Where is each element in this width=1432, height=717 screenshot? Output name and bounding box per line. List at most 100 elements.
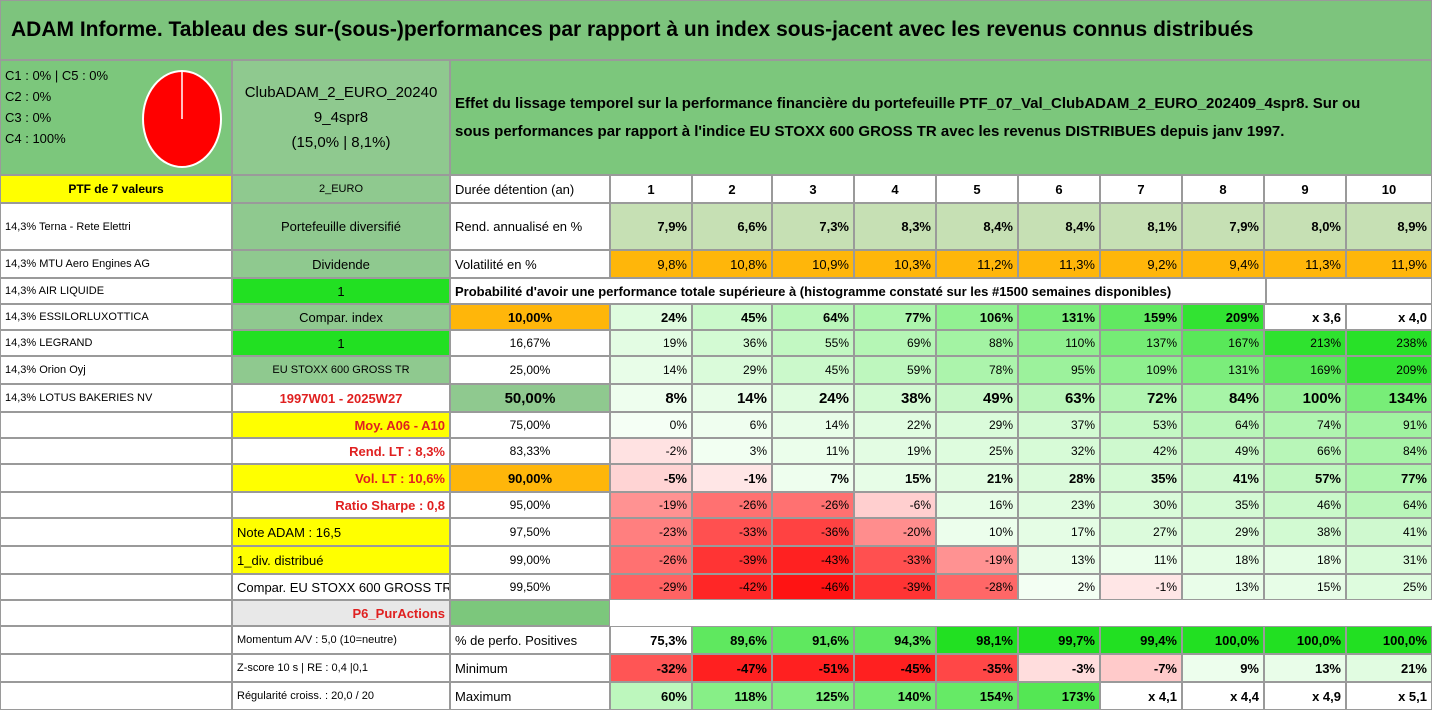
stat-value: -35% [936, 654, 1018, 682]
percentile-value: -1% [1100, 574, 1182, 600]
stat-value: 154% [936, 682, 1018, 710]
percentile-value: 11% [1100, 546, 1182, 574]
stat-value: 9% [1182, 654, 1264, 682]
percentile-value: 13% [1182, 574, 1264, 600]
allocation-pie-chart [142, 70, 222, 168]
percentile-value: 10% [936, 518, 1018, 546]
percentile-value: 37% [1018, 412, 1100, 438]
percentile-value: 19% [610, 330, 692, 356]
rend-value: 8,4% [936, 203, 1018, 250]
stat-value: 91,6% [772, 626, 854, 654]
stat-value: 99,7% [1018, 626, 1100, 654]
holding-row: 14,3% ESSILORLUXOTTICA [0, 304, 232, 330]
percentile-value: 29% [936, 412, 1018, 438]
percentile-label: 97,50% [450, 518, 610, 546]
percentile-value: 238% [1346, 330, 1432, 356]
percentile-value: 24% [772, 384, 854, 412]
description-line: Effet du lissage temporel sur la perform… [455, 94, 1361, 112]
stat-value: 94,3% [854, 626, 936, 654]
stat-label: % de perfo. Positives [450, 626, 610, 654]
vol-value: 9,8% [610, 250, 692, 278]
percentile-value: 38% [854, 384, 936, 412]
empty-cell [1266, 278, 1432, 304]
description-panel: Effet du lissage temporel sur la perform… [450, 60, 1432, 175]
dividend-value: 1 [232, 278, 450, 304]
percentile-label: 83,33% [450, 438, 610, 464]
stat-value: 173% [1018, 682, 1100, 710]
percentile-value: 45% [692, 304, 772, 330]
percentile-value: 18% [1264, 546, 1346, 574]
percentile-value: -33% [854, 546, 936, 574]
percentile-value: 213% [1264, 330, 1346, 356]
empty-cell [0, 574, 232, 600]
percentile-value: 15% [854, 464, 936, 492]
percentile-value: -26% [772, 492, 854, 518]
year-header: 4 [854, 175, 936, 203]
percentile-value: 46% [1264, 492, 1346, 518]
percentile-value: 35% [1100, 464, 1182, 492]
vol-label: Volatilité en % [450, 250, 610, 278]
class-line: C3 : 0% [5, 110, 52, 125]
compar-index-value: 1 [232, 330, 450, 356]
stat-label: Maximum [450, 682, 610, 710]
percentile-value: 0% [610, 412, 692, 438]
percentile-value: 64% [1182, 412, 1264, 438]
percentile-label: 90,00% [450, 464, 610, 492]
percentile-value: 84% [1182, 384, 1264, 412]
percentile-value: 32% [1018, 438, 1100, 464]
percentile-value: 49% [936, 384, 1018, 412]
percentile-value: 28% [1018, 464, 1100, 492]
stat-value: -45% [854, 654, 936, 682]
percentile-value: 45% [772, 356, 854, 384]
portfolio-name: ClubADAM_2_EURO_20240 9_4spr8 (15,0% | 8… [232, 60, 450, 175]
percentile-value: 49% [1182, 438, 1264, 464]
percentile-value: 23% [1018, 492, 1100, 518]
percentile-value: 109% [1100, 356, 1182, 384]
percentile-value: 95% [1018, 356, 1100, 384]
vol-value: 11,2% [936, 250, 1018, 278]
vol-value: 11,3% [1264, 250, 1346, 278]
diversification-label: Portefeuille diversifié [232, 203, 450, 250]
percentile-value: 78% [936, 356, 1018, 384]
stat-value: x 5,1 [1346, 682, 1432, 710]
percentile-value: 41% [1346, 518, 1432, 546]
holding-row: 14,3% LOTUS BAKERIES NV [0, 384, 232, 412]
percentile-label: 10,00% [450, 304, 610, 330]
stat-value: 99,4% [1100, 626, 1182, 654]
percentile-value: -5% [610, 464, 692, 492]
empty-cell [0, 626, 232, 654]
percentile-label: 95,00% [450, 492, 610, 518]
percentile-value: -26% [692, 492, 772, 518]
vol-value: 11,3% [1018, 250, 1100, 278]
stat-value: x 4,9 [1264, 682, 1346, 710]
empty-cell [0, 546, 232, 574]
percentile-value: 91% [1346, 412, 1432, 438]
stat-value: 100,0% [1182, 626, 1264, 654]
percentile-value: 137% [1100, 330, 1182, 356]
stat-value: 75,3% [610, 626, 692, 654]
vol-value: 9,4% [1182, 250, 1264, 278]
percentile-value: 100% [1264, 384, 1346, 412]
stat-value: x 4,1 [1100, 682, 1182, 710]
rend-lt-label: Rend. LT : 8,3% [232, 438, 450, 464]
percentile-value: 55% [772, 330, 854, 356]
probability-caption: Probabilité d'avoir une performance tota… [450, 278, 1266, 304]
vol-value: 11,9% [1346, 250, 1432, 278]
stat-value: 89,6% [692, 626, 772, 654]
rend-value: 8,1% [1100, 203, 1182, 250]
stat-value: 140% [854, 682, 936, 710]
empty-cell [0, 492, 232, 518]
year-header: 1 [610, 175, 692, 203]
stat-value: 100,0% [1346, 626, 1432, 654]
stat-value: 100,0% [1264, 626, 1346, 654]
year-header: 5 [936, 175, 1018, 203]
empty-cell [0, 518, 232, 546]
vol-value: 10,3% [854, 250, 936, 278]
stat-value: 60% [610, 682, 692, 710]
percentile-value: 29% [692, 356, 772, 384]
rend-value: 8,3% [854, 203, 936, 250]
portfolio-header: PTF de 7 valeurs [0, 175, 232, 203]
percentile-value: 22% [854, 412, 936, 438]
percentile-value: 209% [1346, 356, 1432, 384]
percentile-label: 75,00% [450, 412, 610, 438]
